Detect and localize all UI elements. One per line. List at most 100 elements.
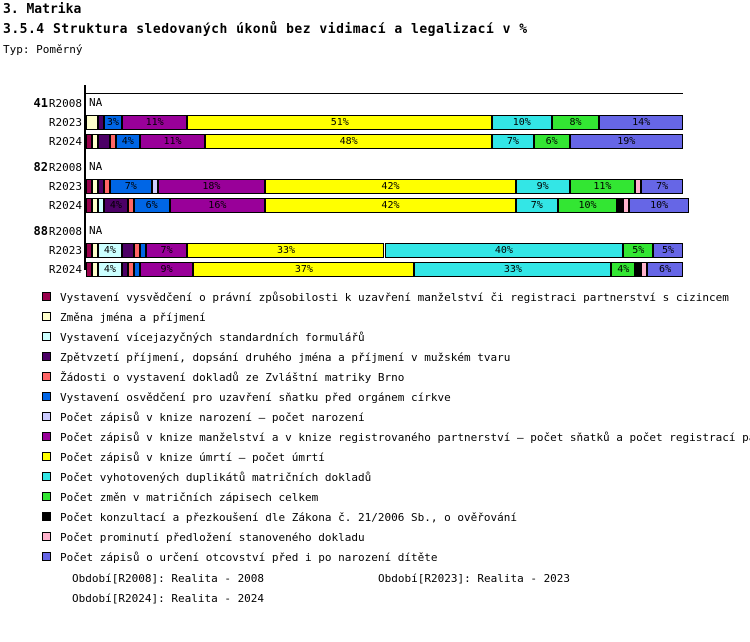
- bar-segment[interactable]: [635, 262, 642, 277]
- bar-segment[interactable]: [86, 115, 98, 130]
- footer-period-note: Období[R2008]: Realita - 2008: [72, 572, 265, 585]
- bar-segment[interactable]: 42%: [265, 179, 516, 194]
- bar-segment[interactable]: 33%: [414, 262, 612, 277]
- bar-segment[interactable]: 5%: [653, 243, 683, 258]
- bar-segment[interactable]: 4%: [611, 262, 636, 277]
- legend-item[interactable]: Počet zápisů v knize narození – počet na…: [42, 408, 748, 428]
- bar-segment[interactable]: [86, 243, 92, 258]
- bar-segment[interactable]: [86, 198, 92, 213]
- bar-segment[interactable]: 3%: [103, 115, 122, 130]
- bar-segment[interactable]: [127, 262, 134, 277]
- bar-segment[interactable]: [617, 198, 624, 213]
- legend-item[interactable]: Vystavení vysvědčení o právní způsobilos…: [42, 288, 748, 308]
- bar-segment[interactable]: 33%: [187, 243, 385, 258]
- bar-segment[interactable]: [623, 198, 630, 213]
- stacked-bar: 7% 18% 42% 9% 11% 7%: [86, 179, 683, 194]
- bar-segment[interactable]: [139, 243, 146, 258]
- bar-segment[interactable]: [86, 179, 92, 194]
- bar-segment[interactable]: [121, 243, 134, 258]
- bar-segment[interactable]: 51%: [187, 115, 492, 130]
- bar-segment[interactable]: [133, 262, 140, 277]
- bar-segment[interactable]: 16%: [169, 198, 266, 213]
- bar-segment[interactable]: [109, 134, 116, 149]
- row-period-label: R2023: [48, 116, 82, 129]
- chart-row: R2008 NA: [0, 95, 750, 113]
- bar-segment[interactable]: 7%: [109, 179, 152, 194]
- bar-segment[interactable]: 7%: [515, 198, 558, 213]
- bar-segment[interactable]: 19%: [569, 134, 683, 149]
- legend-swatch-icon: [42, 412, 51, 421]
- legend-item[interactable]: Změna jména a příjmení: [42, 308, 748, 328]
- bar-segment[interactable]: 8%: [551, 115, 600, 130]
- bar-segment[interactable]: [91, 243, 98, 258]
- bar-segment[interactable]: 11%: [569, 179, 636, 194]
- legend-item[interactable]: Vystavení osvědčení pro uzavření sňatku …: [42, 388, 748, 408]
- chart-title: 3.5.4 Struktura sledovaných úkonů bez vi…: [3, 22, 528, 37]
- bar-segment[interactable]: 14%: [599, 115, 683, 130]
- stacked-bar: 4% 7% 33% 40% 5% 5%: [86, 243, 683, 258]
- legend-item[interactable]: Počet zápisů o určení otcovství před i p…: [42, 548, 748, 568]
- bar-segment[interactable]: 7%: [145, 243, 188, 258]
- bar-segment[interactable]: 11%: [139, 134, 206, 149]
- legend-item[interactable]: Zpětvzetí příjmení, dopsání druhého jmén…: [42, 348, 748, 368]
- bar-segment[interactable]: 6%: [647, 262, 683, 277]
- bar-segment[interactable]: 6%: [533, 134, 570, 149]
- na-marker: NA: [89, 224, 103, 237]
- bar-segment[interactable]: 10%: [491, 115, 552, 130]
- bar-segment[interactable]: 7%: [491, 134, 534, 149]
- bar-segment[interactable]: 10%: [557, 198, 618, 213]
- bar-segment[interactable]: 5%: [623, 243, 654, 258]
- bar-segment[interactable]: [91, 262, 98, 277]
- bar-segment[interactable]: [91, 198, 98, 213]
- bar-segment[interactable]: [133, 243, 140, 258]
- bar-segment[interactable]: 42%: [265, 198, 516, 213]
- legend-item[interactable]: Počet prominutí předložení stanoveného d…: [42, 528, 748, 548]
- chart-group: 41 R2008 NA R2023 3% 11% 51% 10% 8% 14% R2024 4% 11%…: [0, 95, 750, 152]
- bar-segment[interactable]: 11%: [121, 115, 188, 130]
- legend-label: Vystavení vícejazyčných standardních for…: [60, 331, 365, 344]
- bar-segment[interactable]: 4%: [115, 134, 140, 149]
- bar-segment[interactable]: [635, 179, 642, 194]
- legend-swatch-icon: [42, 292, 51, 301]
- bar-segment[interactable]: [97, 179, 104, 194]
- legend-label: Počet změn v matričních zápisech celkem: [60, 491, 319, 504]
- legend-item[interactable]: Vystavení vícejazyčných standardních for…: [42, 328, 748, 348]
- legend-item[interactable]: Počet vyhotovených duplikátů matričních …: [42, 468, 748, 488]
- bar-segment[interactable]: 40%: [384, 243, 624, 258]
- legend-item[interactable]: Počet konzultací a přezkoušení dle Zákon…: [42, 508, 748, 528]
- bar-segment[interactable]: 9%: [515, 179, 570, 194]
- bar-segment[interactable]: 10%: [629, 198, 689, 213]
- bar-segment[interactable]: [641, 262, 648, 277]
- chart-row: R2008 NA: [0, 159, 750, 177]
- legend-swatch-icon: [42, 552, 51, 561]
- bar-segment[interactable]: 37%: [193, 262, 415, 277]
- bar-segment[interactable]: [91, 134, 98, 149]
- bar-segment[interactable]: 4%: [97, 262, 122, 277]
- legend-item[interactable]: Počet zápisů v knize manželství a v kniz…: [42, 428, 750, 448]
- bar-segment[interactable]: [151, 179, 158, 194]
- bar-segment[interactable]: 48%: [205, 134, 492, 149]
- bar-segment[interactable]: [91, 179, 98, 194]
- bar-segment[interactable]: [121, 262, 128, 277]
- chart-legend: Vystavení vysvědčení o právní způsobilos…: [42, 288, 750, 568]
- chart-group: 82 R2008 NA R2023 7% 18% 42% 9% 11% 7% R2024 4% 6% 16…: [0, 159, 750, 216]
- bar-segment[interactable]: [86, 262, 92, 277]
- bar-segment[interactable]: 4%: [97, 243, 122, 258]
- bar-segment[interactable]: 18%: [157, 179, 266, 194]
- legend-label: Vystavení vysvědčení o právní způsobilos…: [60, 291, 729, 304]
- bar-segment[interactable]: [97, 134, 110, 149]
- row-period-label: R2023: [48, 244, 82, 257]
- bar-segment[interactable]: [97, 198, 104, 213]
- bar-segment[interactable]: [103, 179, 110, 194]
- bar-segment[interactable]: 6%: [133, 198, 170, 213]
- legend-item[interactable]: Počet změn v matričních zápisech celkem: [42, 488, 748, 508]
- bar-segment[interactable]: 9%: [139, 262, 194, 277]
- legend-item[interactable]: Žádosti o vystavení dokladů ze Zvláštní …: [42, 368, 748, 388]
- bar-segment[interactable]: [86, 134, 92, 149]
- bar-segment[interactable]: [127, 198, 134, 213]
- bar-segment[interactable]: [97, 115, 104, 130]
- legend-swatch-icon: [42, 392, 51, 401]
- legend-item[interactable]: Počet zápisů v knize úmrtí – počet úmrtí: [42, 448, 748, 468]
- bar-segment[interactable]: 7%: [641, 179, 683, 194]
- bar-segment[interactable]: 4%: [103, 198, 128, 213]
